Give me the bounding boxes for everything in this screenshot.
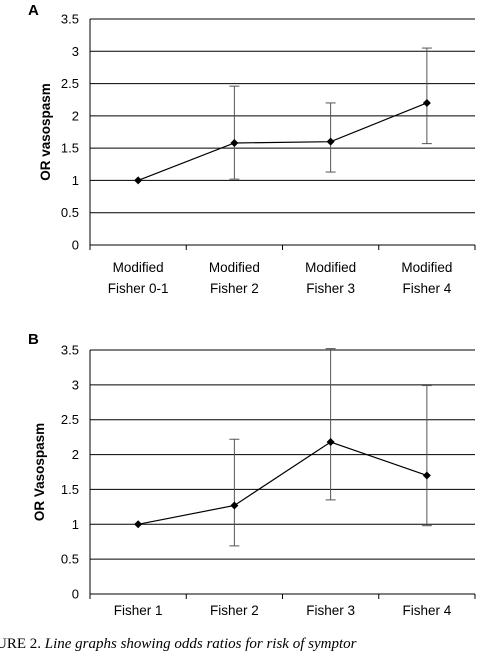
x-category-label: Fisher 2: [210, 603, 259, 618]
y-tick-label: 3.5: [61, 12, 79, 27]
y-tick-label: 1: [72, 173, 79, 188]
series-line: [138, 441, 428, 525]
y-axis-label: OR Vasospasm: [32, 423, 47, 521]
data-point: [326, 438, 335, 447]
y-tick-label: 3: [72, 377, 79, 392]
y-tick-label: 2: [72, 447, 79, 462]
data-point: [230, 501, 239, 510]
x-category-label: Fisher 4: [402, 603, 451, 618]
y-tick-label: 1: [72, 517, 79, 532]
y-tick-label: 2.5: [61, 76, 79, 91]
y-tick-label: 2: [72, 108, 79, 123]
data-point: [134, 520, 143, 529]
x-category-label: Modified Fisher 4: [401, 260, 452, 296]
series-line: [137, 102, 428, 181]
y-tick-label: 1.5: [61, 141, 79, 156]
chart-panel-a: A 0 0.5 1 1.5 2 2.5 3 3.5 OR vasospasm Modified Fis…: [28, 2, 476, 296]
y-tick-label: 3.5: [61, 343, 79, 358]
chart-panel-b: B 0 0.5 1 1.5 2 2.5 3 3.5 OR Vasospasm Fisher 1 Fis…: [28, 331, 476, 618]
data-point: [422, 471, 431, 480]
data-point: [422, 98, 431, 107]
data-point: [326, 137, 335, 146]
panel-label: B: [28, 331, 39, 348]
y-tick-label: 2.5: [61, 412, 79, 427]
x-category-label: Modified Fisher 2: [209, 260, 260, 296]
panel-label: A: [28, 2, 39, 19]
y-tick-label: 1.5: [61, 482, 79, 497]
x-category-label: Modified Fisher 3: [305, 260, 356, 296]
y-tick-label: 0.5: [61, 552, 79, 567]
y-axis-label: OR vasospasm: [38, 83, 53, 181]
x-category-label: Fisher 1: [114, 603, 163, 618]
y-tick-label: 0.5: [61, 205, 79, 220]
data-point: [134, 176, 143, 185]
y-tick-label: 0: [72, 238, 79, 253]
y-tick-label: 0: [72, 587, 79, 602]
y-tick-label: 3: [72, 44, 79, 59]
figure-caption: URE 2. Line graphs showing odds ratios f…: [0, 636, 357, 652]
data-point: [230, 138, 239, 147]
x-category-label: Modified Fisher 0-1: [108, 260, 169, 296]
x-category-label: Fisher 3: [306, 603, 355, 618]
